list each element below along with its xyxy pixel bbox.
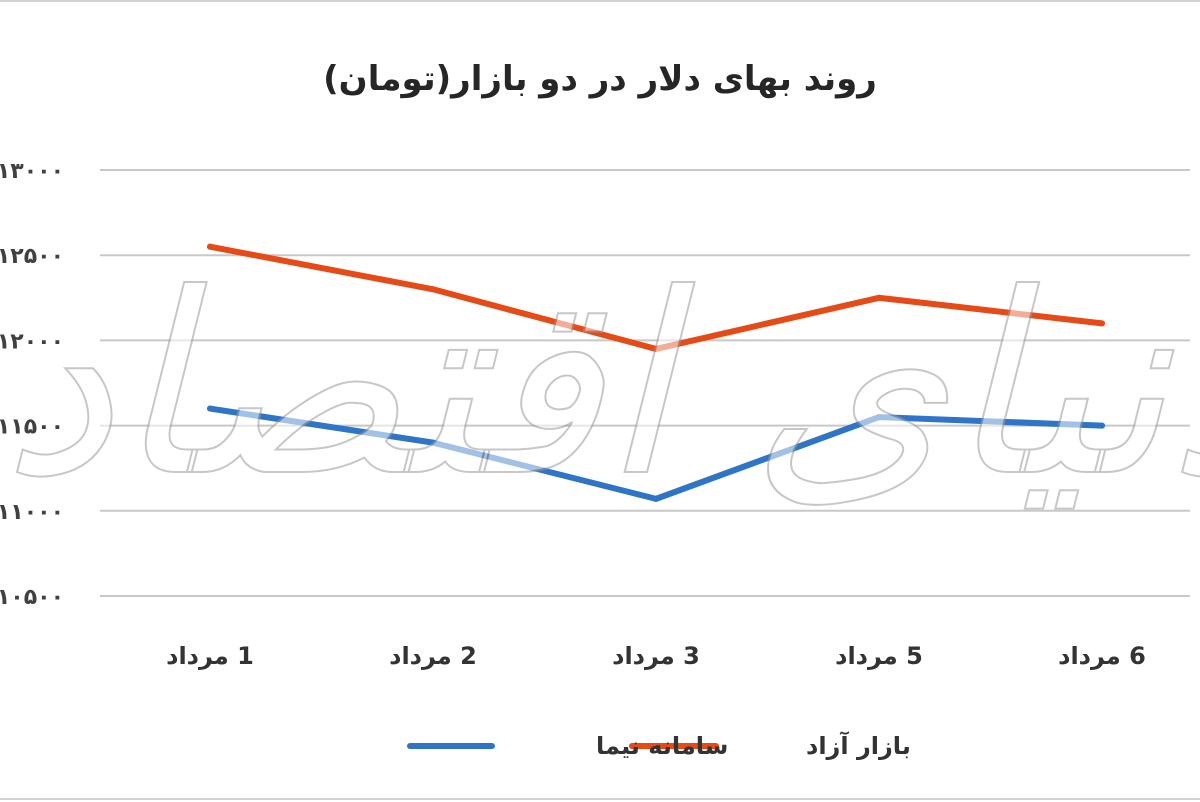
y-tick-label: ۱۱۵۰۰ bbox=[0, 415, 64, 440]
data-point bbox=[876, 294, 882, 301]
data-point bbox=[1099, 320, 1105, 327]
y-tick-label: ۱۲۰۰۰ bbox=[0, 329, 64, 354]
data-point bbox=[1099, 422, 1105, 429]
legend-label: بازار آزاد bbox=[806, 731, 911, 760]
x-tick-label: 2 مرداد bbox=[389, 642, 477, 670]
data-point bbox=[207, 243, 213, 250]
y-tick-label: ۱۱۰۰۰ bbox=[0, 500, 64, 525]
x-tick-label: 1 مرداد bbox=[166, 642, 254, 670]
data-point bbox=[876, 414, 882, 421]
x-axis-ticks: 1 مرداد 2 مرداد 3 مرداد 5 مرداد 6 مرداد bbox=[166, 642, 1146, 670]
data-point bbox=[653, 345, 659, 352]
y-axis-ticks: ۱۰۵۰۰ ۱۱۰۰۰ ۱۱۵۰۰ ۱۲۰۰۰ ۱۲۵۰۰ ۱۳۰۰۰ bbox=[0, 159, 64, 610]
watermark-logo: دنیای اقتصاد bbox=[2, 240, 1200, 531]
gridlines bbox=[100, 169, 1190, 597]
data-point bbox=[430, 286, 436, 293]
data-point bbox=[653, 495, 659, 502]
x-tick-label: 6 مرداد bbox=[1058, 642, 1146, 670]
series-lines bbox=[207, 243, 1105, 502]
y-tick-label: ۱۳۰۰۰ bbox=[0, 159, 64, 184]
x-tick-label: 3 مرداد bbox=[612, 642, 700, 670]
chart-title: روند بهای دلار در دو بازار(تومان) bbox=[323, 59, 877, 99]
y-tick-label: ۱۲۵۰۰ bbox=[0, 244, 64, 269]
x-tick-label: 5 مرداد bbox=[835, 642, 923, 670]
legend-label: سامانه نیما bbox=[596, 732, 728, 760]
data-point bbox=[207, 405, 213, 412]
legend: بازار آزاد سامانه نیما bbox=[407, 731, 911, 760]
y-tick-label: ۱۰۵۰۰ bbox=[0, 585, 64, 610]
data-point bbox=[430, 439, 436, 446]
